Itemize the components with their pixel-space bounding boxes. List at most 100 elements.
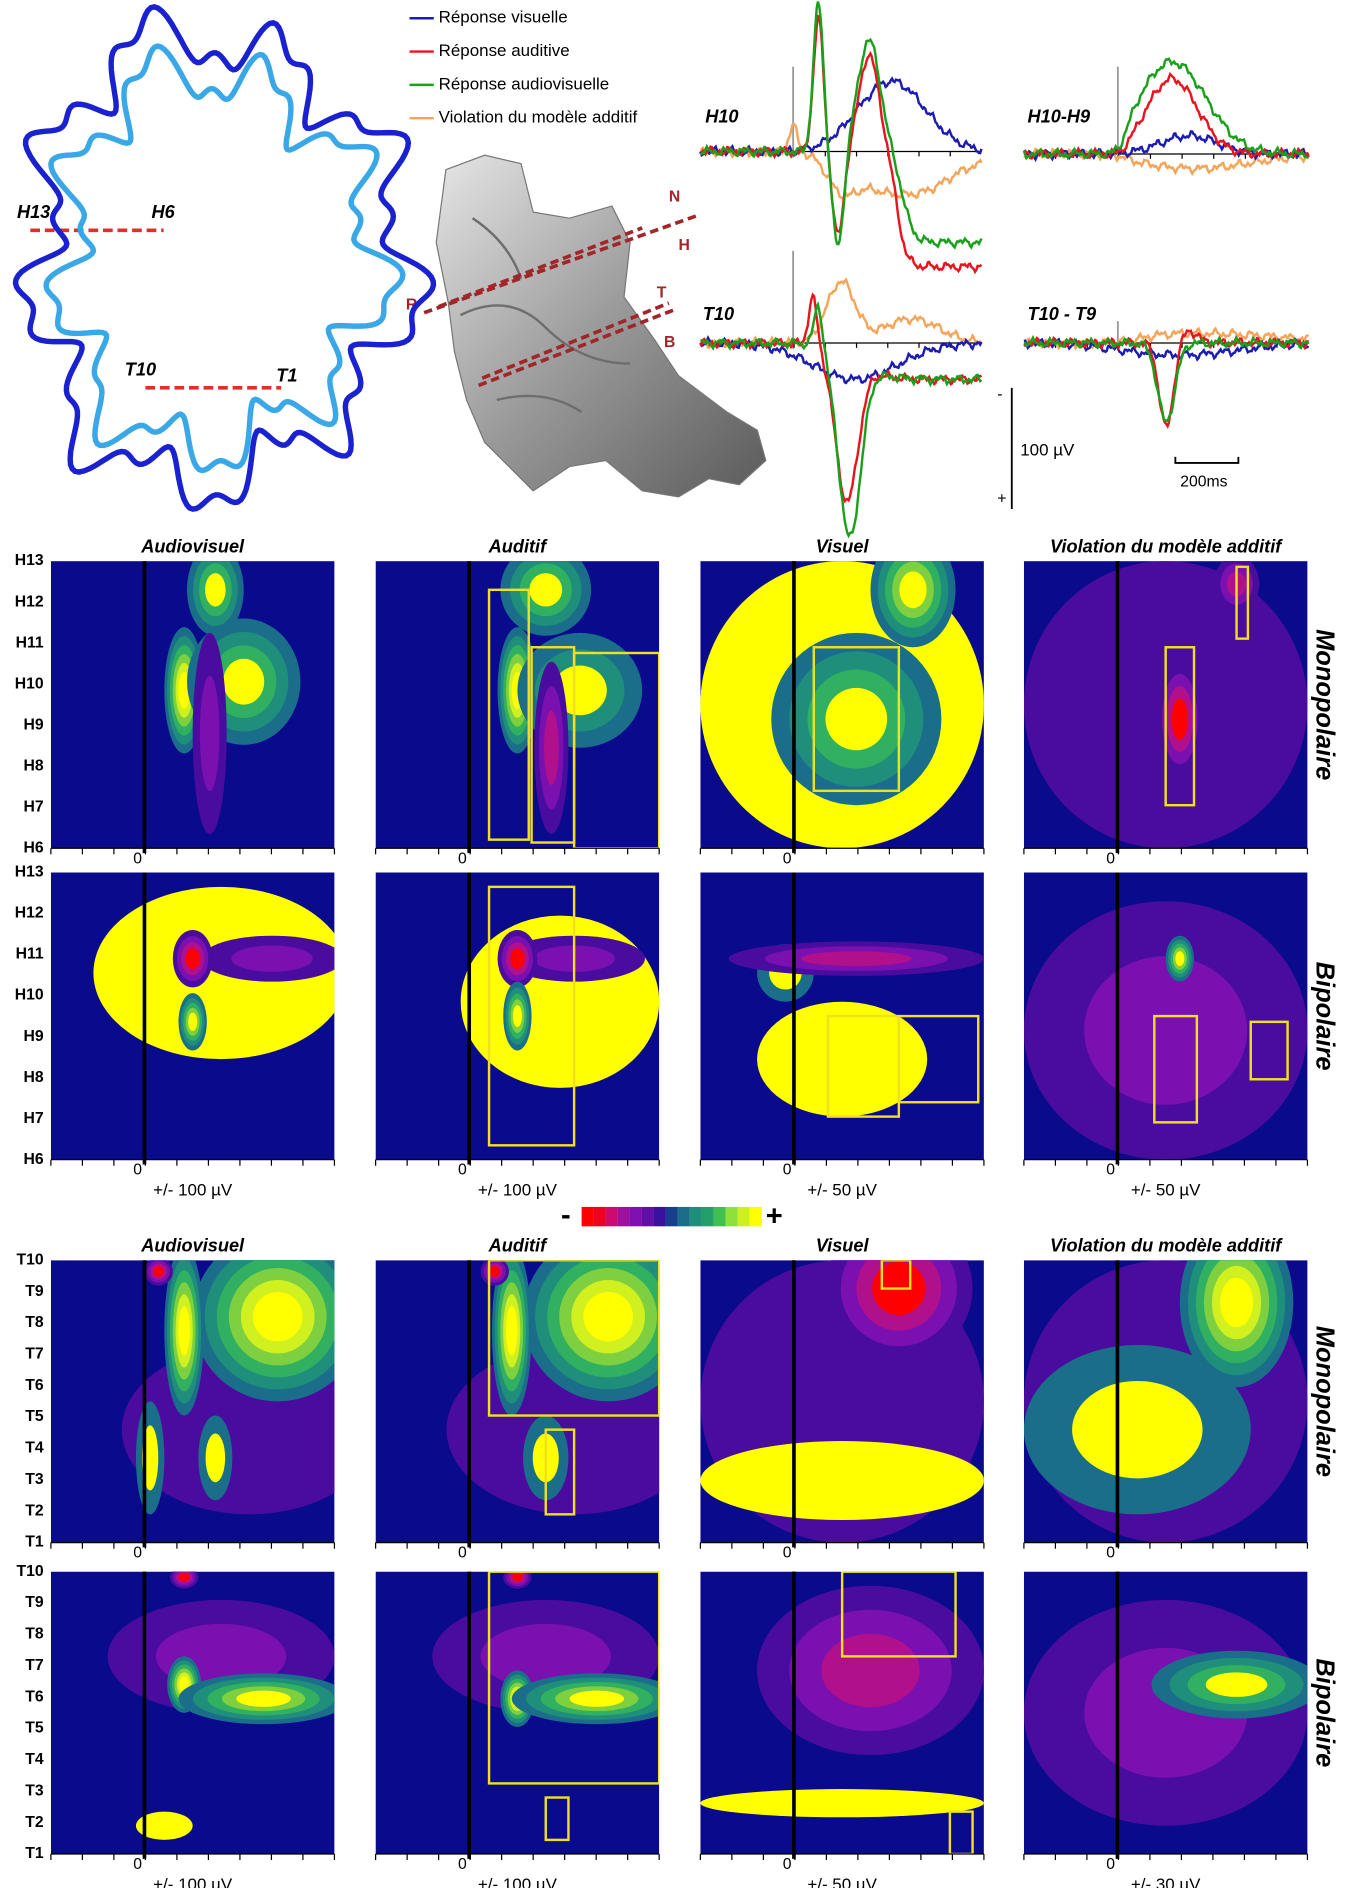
contour: [569, 1690, 625, 1707]
trace: [699, 277, 982, 349]
colorbar-segment: [641, 1206, 654, 1227]
zero-label: 0: [1106, 1545, 1115, 1562]
electrode-label: H9: [23, 716, 43, 733]
heatmap: [50, 1571, 335, 1854]
electrode-label: H12: [15, 905, 44, 922]
contour: [821, 1633, 920, 1708]
contour: [178, 1306, 190, 1356]
contour: [1220, 1277, 1254, 1328]
contour: [899, 571, 927, 609]
trace: [1023, 334, 1310, 423]
electrode-label: H7: [23, 798, 43, 815]
heatmap: [375, 1571, 660, 1854]
trace-title: T10 - T9: [1028, 304, 1098, 324]
brain-electrode-lines: [30, 228, 282, 390]
contour: [185, 948, 200, 970]
contour: [188, 1012, 198, 1032]
significance-outline: [487, 1571, 660, 1785]
significance-outline: [487, 885, 576, 1147]
column-title: Violation du modèle additif: [1050, 1236, 1283, 1256]
electrode-label: T2: [25, 1502, 44, 1519]
electrode-label: H6: [23, 1151, 43, 1168]
heatmap: [375, 561, 660, 849]
electrode-label: T6: [25, 1688, 44, 1705]
zero-label: 0: [783, 1162, 792, 1179]
electrode-label: T7: [25, 1657, 44, 1674]
heatmap: [1023, 1571, 1308, 1854]
electrode-label: T10: [16, 1251, 43, 1268]
row-label: Monopolaire: [1310, 629, 1338, 780]
significance-outline: [1249, 1020, 1289, 1081]
electrode-label: T4: [25, 1440, 44, 1457]
amplitude-label: +/- 50 µV: [807, 1875, 877, 1888]
contour: [552, 665, 607, 716]
contour: [252, 1292, 303, 1342]
contour: [205, 573, 226, 607]
electrode-line: [437, 226, 643, 309]
electrode-label: T9: [25, 1594, 44, 1611]
contour: [135, 1811, 193, 1840]
contour: [512, 1573, 523, 1582]
electrode-label: T1: [25, 1845, 44, 1862]
column-title: Audiovisuel: [140, 1236, 245, 1256]
electrode-label: H11: [16, 946, 44, 963]
colorbar-segment: [617, 1206, 630, 1227]
contour: [512, 1005, 522, 1028]
contour: [1084, 956, 1248, 1105]
electrode-label: H: [679, 237, 690, 254]
scale-amplitude: 100 µV: [1020, 440, 1075, 459]
contour: [223, 658, 265, 705]
scale-time: 200ms: [1180, 473, 1227, 490]
electrode-label: H6: [23, 839, 43, 856]
significance-outline: [487, 1260, 660, 1417]
electrode-label: H12: [15, 593, 44, 610]
contour: [231, 945, 313, 972]
heatmap: [375, 872, 660, 1160]
zero-label: 0: [783, 1545, 792, 1562]
contour: [1171, 698, 1189, 740]
brain-label: T10: [125, 360, 156, 380]
legend-label: Violation du modèle additif: [439, 108, 638, 127]
amplitude-label: +/- 100 µV: [153, 1875, 233, 1888]
heatmap: [50, 1260, 335, 1543]
colorbar-segment: [629, 1206, 642, 1227]
zero-label: 0: [133, 1545, 142, 1562]
row-label: Bipolaire: [1310, 1658, 1338, 1767]
trace-title: H10-H9: [1028, 106, 1091, 126]
electrode-label: H7: [23, 1110, 43, 1127]
electrode-label: T7: [25, 1346, 44, 1363]
significance-outline: [948, 1810, 974, 1854]
electrode-line: [481, 301, 670, 380]
colorbar-segment: [713, 1206, 726, 1227]
electrode-label: T5: [25, 1408, 44, 1425]
colorbar-segment: [581, 1206, 594, 1227]
significance-outline: [1153, 1014, 1199, 1124]
colorbar-segment: [677, 1206, 690, 1227]
zero-label: 0: [133, 850, 142, 867]
amplitude-label: +/- 30 µV: [1131, 1875, 1201, 1888]
significance-outline: [1235, 565, 1250, 640]
significance-outline: [544, 1428, 576, 1516]
heatmap: [1023, 1260, 1308, 1543]
electrode-label: T3: [25, 1471, 44, 1488]
contour: [179, 1573, 190, 1582]
trace: [699, 122, 983, 200]
electrode-label: T4: [25, 1751, 44, 1768]
legend-label: Réponse auditive: [439, 41, 570, 60]
colorbar-plus: +: [766, 1201, 783, 1233]
electrode-label: T10: [16, 1563, 43, 1580]
contour: [199, 675, 220, 792]
colorbar-segment: [689, 1206, 702, 1227]
column-title: Auditif: [488, 537, 548, 557]
contour: [153, 1266, 164, 1277]
time-bar: [1174, 456, 1240, 464]
electrode-label: H13: [15, 864, 44, 881]
contour: [236, 1690, 291, 1707]
significance-outline: [840, 1571, 957, 1658]
contour: [1205, 1672, 1268, 1697]
electrode-lines: [423, 214, 698, 388]
contour: [801, 951, 912, 967]
contour: [505, 1306, 518, 1356]
